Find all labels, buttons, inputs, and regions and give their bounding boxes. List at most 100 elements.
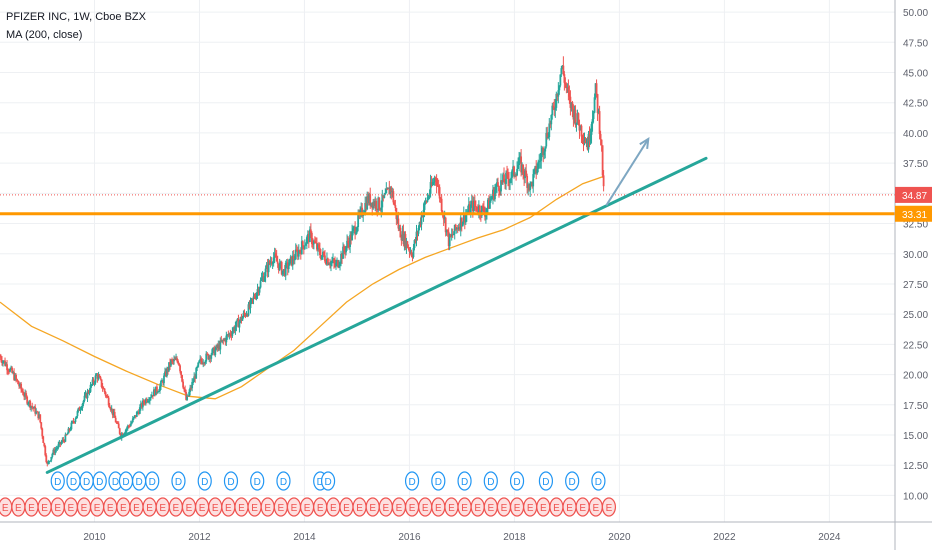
candle-body [22, 391, 25, 396]
dividend-marker [197, 471, 212, 491]
candle-body [220, 340, 223, 342]
candle-body [29, 401, 32, 408]
price-axis[interactable]: 10.00 12.50 15.00 17.50 20.00 22.50 25.00 27.50… [894, 0, 932, 550]
candle-body [138, 407, 141, 414]
candle-body [361, 207, 364, 216]
candle-body [283, 269, 286, 276]
candle-body [397, 218, 400, 229]
candle-body [507, 173, 509, 179]
candle-body [196, 366, 199, 369]
candle-body [547, 137, 550, 139]
candle-body [413, 240, 416, 249]
y-tick-label: 47.50 [903, 38, 928, 49]
candle-body [590, 124, 593, 135]
earnings-marker-label: E [251, 503, 258, 514]
earnings-marker-label: E [317, 503, 324, 514]
candle-body [43, 442, 46, 447]
y-tick-label: 45.00 [903, 69, 928, 80]
candle-body [4, 360, 6, 366]
candle-body [109, 408, 112, 411]
candle-body [48, 461, 51, 463]
candle-body [284, 262, 287, 276]
candle-body [518, 157, 521, 166]
candle-body [563, 74, 566, 83]
candle-body [400, 237, 403, 241]
candle-body [414, 240, 417, 242]
candle-body [47, 461, 50, 464]
y-tick-label: 22.50 [903, 340, 928, 351]
candle-body [259, 280, 262, 288]
candle-body [435, 178, 438, 186]
ma-200-layer [0, 175, 604, 400]
candle-body [375, 200, 378, 210]
candle-body [497, 182, 499, 187]
candle-body [157, 391, 159, 393]
candle-body [311, 244, 314, 246]
candle-body [286, 262, 289, 270]
candle-body [244, 314, 247, 317]
candle-body [53, 449, 56, 454]
projection-arrow-head [639, 137, 650, 150]
candle-body [69, 429, 72, 431]
candle-body [152, 395, 154, 397]
candle-body [341, 254, 343, 259]
candle-body [327, 258, 329, 265]
candle-body [70, 422, 73, 430]
price-label-bg [895, 186, 932, 203]
candle-body [180, 371, 182, 376]
candle-body [25, 393, 28, 397]
earnings-marker-label: E [2, 503, 9, 514]
candle-body [203, 362, 206, 364]
candle-body [440, 198, 443, 212]
candle-body [312, 241, 315, 245]
candle-body [602, 175, 605, 187]
candle-body [372, 201, 375, 209]
candle-body [145, 399, 148, 402]
candle-body [542, 148, 545, 156]
candle-body [164, 371, 166, 376]
candle-body [426, 197, 429, 202]
trendlines-layer[interactable] [0, 137, 895, 474]
candle-body [469, 204, 472, 214]
candle-body [294, 249, 297, 260]
candle-body [303, 245, 306, 249]
candle-body [549, 123, 552, 125]
candle-body [163, 375, 165, 384]
candle-body [378, 197, 381, 210]
dividend-marker-label: D [280, 477, 287, 488]
dividend-marker [404, 471, 420, 491]
candle-body [436, 185, 439, 187]
candle-body [208, 355, 211, 360]
candle-body [263, 276, 266, 282]
candle-body [406, 241, 409, 248]
candle-body [407, 247, 410, 249]
candle-body [197, 362, 200, 367]
candle-body [488, 199, 490, 209]
candle-body [189, 387, 192, 392]
candle-body [383, 194, 386, 198]
candle-body [232, 327, 235, 332]
candle-body [570, 102, 573, 108]
candle-body [135, 412, 138, 417]
candle-body [260, 278, 263, 281]
candle-body [329, 264, 331, 266]
candle-body [418, 222, 421, 228]
time-axis[interactable]: 2010 2012 2014 2016 2018 2020 2022 2024 [0, 521, 932, 543]
candle-body [91, 379, 94, 385]
candle-body [541, 148, 544, 154]
candle-body [319, 248, 321, 255]
candle-body [411, 256, 414, 258]
candle-body [98, 375, 101, 378]
candle-body [160, 381, 162, 387]
candle-body [41, 428, 44, 437]
candle-body [97, 375, 100, 379]
candle-body [285, 262, 288, 264]
candle-body [44, 446, 47, 456]
candle-body [166, 368, 168, 376]
candle-body [105, 395, 108, 397]
candle-body [81, 403, 84, 409]
earnings-marker-label: E [461, 503, 468, 514]
candle-body [490, 199, 492, 201]
